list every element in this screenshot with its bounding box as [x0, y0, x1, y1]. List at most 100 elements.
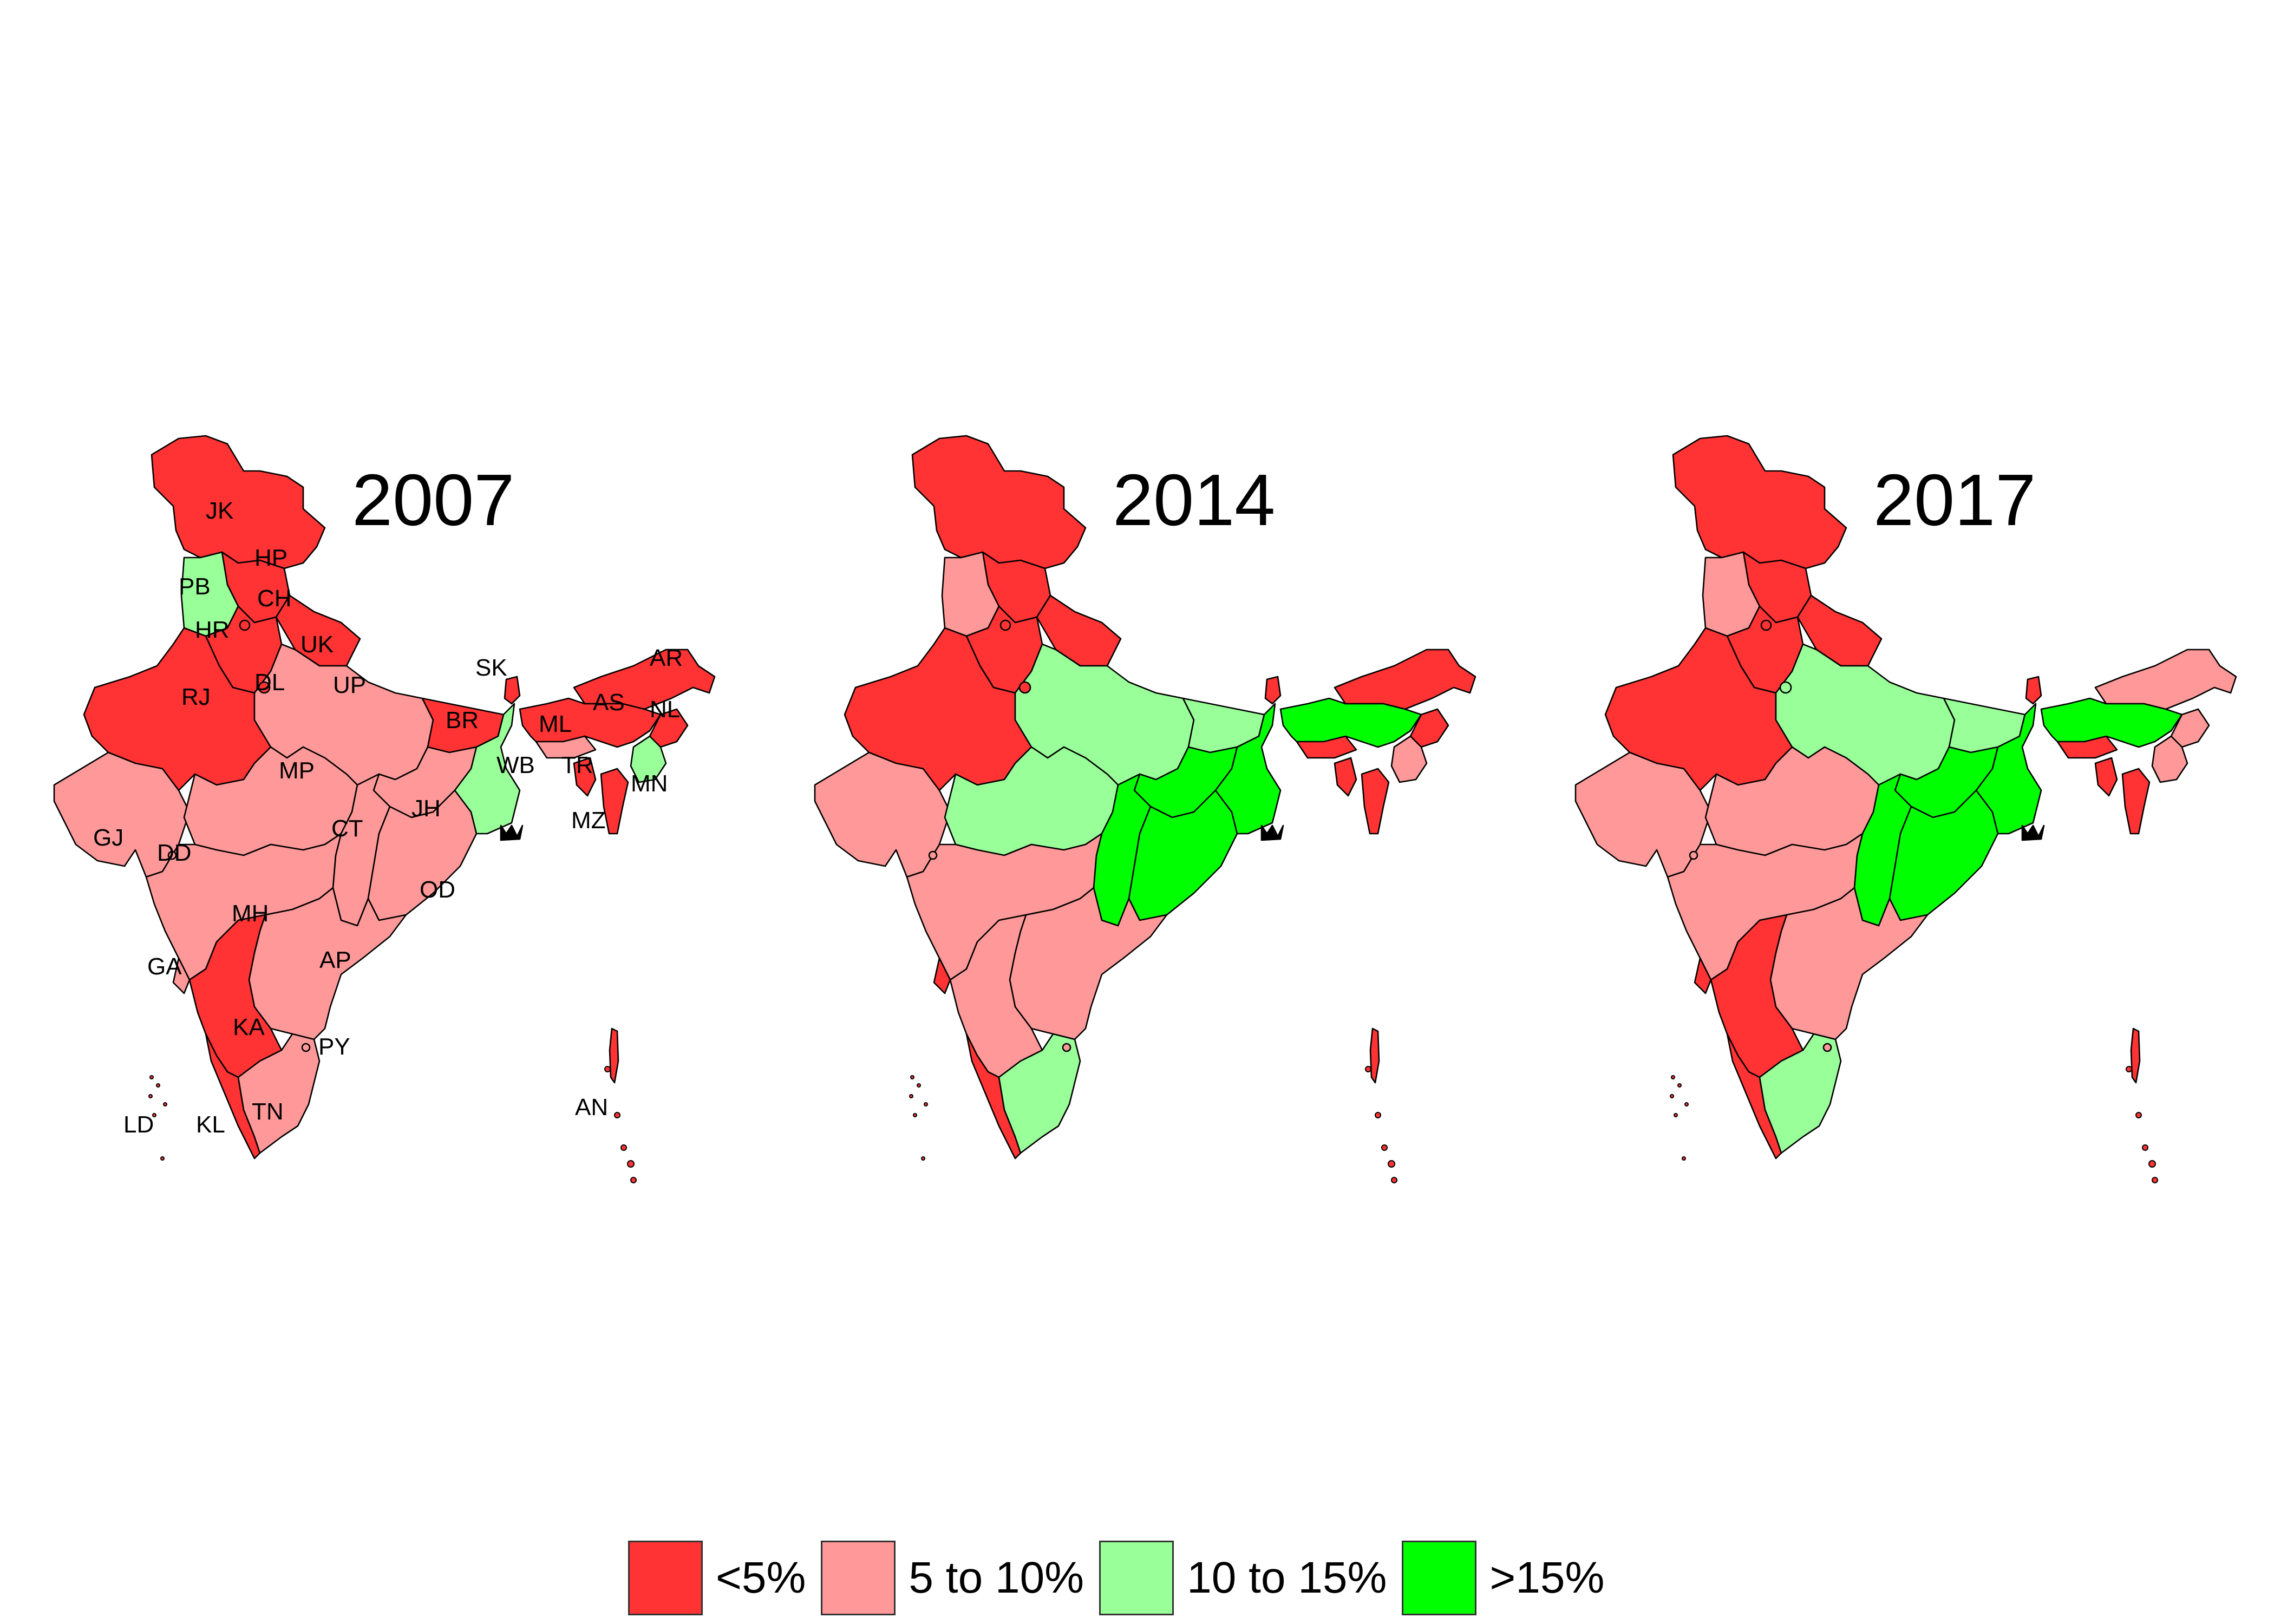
region-rj [83, 627, 272, 791]
map-2007: 2007 JK HP PB CH HR UK RJ DL UP SK AR AS… [53, 435, 716, 1183]
region-tn [998, 1033, 1081, 1154]
state-label-dl: DL [254, 669, 285, 696]
state-label-uk: UK [300, 631, 334, 658]
region-sk [1264, 676, 1282, 705]
state-label-hr: HR [195, 617, 230, 643]
region-ld [909, 1075, 928, 1161]
legend-label: 5 to 10% [909, 1553, 1084, 1602]
region-ml [535, 735, 597, 759]
region-mn [1390, 735, 1428, 783]
region-an [604, 1027, 637, 1183]
region-an [2126, 1027, 2158, 1183]
state-label-od: OD [420, 876, 455, 903]
map-year-title: 2014 [1113, 459, 1275, 541]
state-label-dd: DD [157, 840, 192, 866]
region-tn [237, 1033, 321, 1154]
region-rj [1604, 627, 1793, 791]
state-label-ml: ML [539, 711, 572, 737]
map-year-title: 2007 [352, 459, 514, 541]
legend-swatch [1099, 1541, 1174, 1615]
region-mz [600, 768, 629, 835]
region-dd [1689, 850, 1698, 860]
region-ga [933, 957, 951, 994]
india-map [1574, 435, 2237, 1183]
state-label-ar: AR [650, 645, 683, 671]
map-2017: 2017 [1574, 435, 2237, 1183]
state-label-mz: MZ [571, 807, 606, 834]
state-label-pb: PB [179, 573, 211, 600]
region-od [1128, 789, 1238, 921]
region-wb [454, 703, 521, 835]
sundarbans-coast [500, 824, 524, 841]
region-jk [151, 435, 326, 569]
sundarbans-coast [2021, 824, 2045, 841]
region-tn [1759, 1033, 1842, 1154]
state-label-jk: JK [206, 497, 233, 524]
state-label-ct: CT [331, 815, 363, 842]
state-label-hp: HP [254, 545, 287, 571]
state-label-wb: WB [496, 752, 535, 778]
legend-label: <5% [716, 1553, 806, 1602]
legend-label: 10 to 15% [1187, 1553, 1387, 1602]
legend: <5% 5 to 10% 10 to 15% >15% [628, 1537, 1619, 1619]
state-label-br: BR [446, 707, 479, 734]
state-label-rj: RJ [181, 684, 211, 710]
state-label-py: PY [318, 1033, 350, 1060]
region-sk [504, 676, 521, 705]
region-sk [2025, 676, 2042, 705]
region-ga [172, 957, 191, 994]
india-map [53, 435, 716, 1183]
region-tr [1334, 757, 1357, 797]
india-map [814, 435, 1476, 1183]
region-wb [1975, 703, 2042, 835]
region-py [301, 1043, 311, 1052]
region-mn [2151, 735, 2188, 783]
region-dd [928, 850, 938, 860]
region-dd [167, 850, 177, 860]
region-ar [1334, 649, 1476, 710]
state-label-tr: TR [561, 752, 593, 778]
state-label-up: UP [333, 672, 366, 698]
region-od [1889, 789, 1999, 921]
region-rj [844, 627, 1033, 791]
region-py [1822, 1043, 1832, 1052]
legend-item-5to10: 5 to 10% [821, 1541, 1084, 1615]
state-label-tn: TN [252, 1098, 284, 1125]
state-label-gj: GJ [93, 824, 123, 851]
legend-label: >15% [1489, 1553, 1605, 1602]
region-ml [2056, 735, 2118, 759]
region-ml [1296, 735, 1357, 759]
sundarbans-coast [1260, 824, 1284, 841]
region-ar [2094, 649, 2237, 710]
region-od [367, 789, 478, 921]
region-jk [1672, 435, 1847, 569]
map-2014: 2014 [814, 435, 1476, 1183]
region-ga [1694, 957, 1712, 994]
region-mz [2121, 768, 2151, 835]
state-label-mn: MN [631, 770, 668, 797]
legend-item-lt5: <5% [628, 1541, 806, 1615]
state-label-nl: NL [650, 696, 680, 723]
state-label-ka: KA [233, 1014, 265, 1040]
region-jk [911, 435, 1087, 569]
region-tr [573, 757, 597, 797]
region-ld [148, 1075, 167, 1161]
region-mz [1361, 768, 1390, 835]
region-py [1062, 1043, 1071, 1052]
region-dl [258, 681, 271, 694]
legend-item-gt15: >15% [1402, 1541, 1604, 1615]
region-mn [630, 735, 667, 783]
state-label-as: AS [593, 689, 625, 716]
legend-swatch [821, 1541, 896, 1615]
state-label-sk: SK [475, 654, 507, 681]
state-label-ga: GA [147, 953, 182, 980]
region-wb [1214, 703, 1282, 835]
region-dl [1779, 681, 1792, 694]
state-label-ld: LD [123, 1111, 154, 1138]
state-label-mp: MP [279, 757, 315, 784]
state-labels: JK HP PB CH HR UK RJ DL UP SK AR AS NL B… [93, 497, 683, 1138]
region-an [1365, 1027, 1397, 1183]
state-label-mh: MH [232, 900, 269, 927]
legend-swatch [1402, 1541, 1477, 1615]
